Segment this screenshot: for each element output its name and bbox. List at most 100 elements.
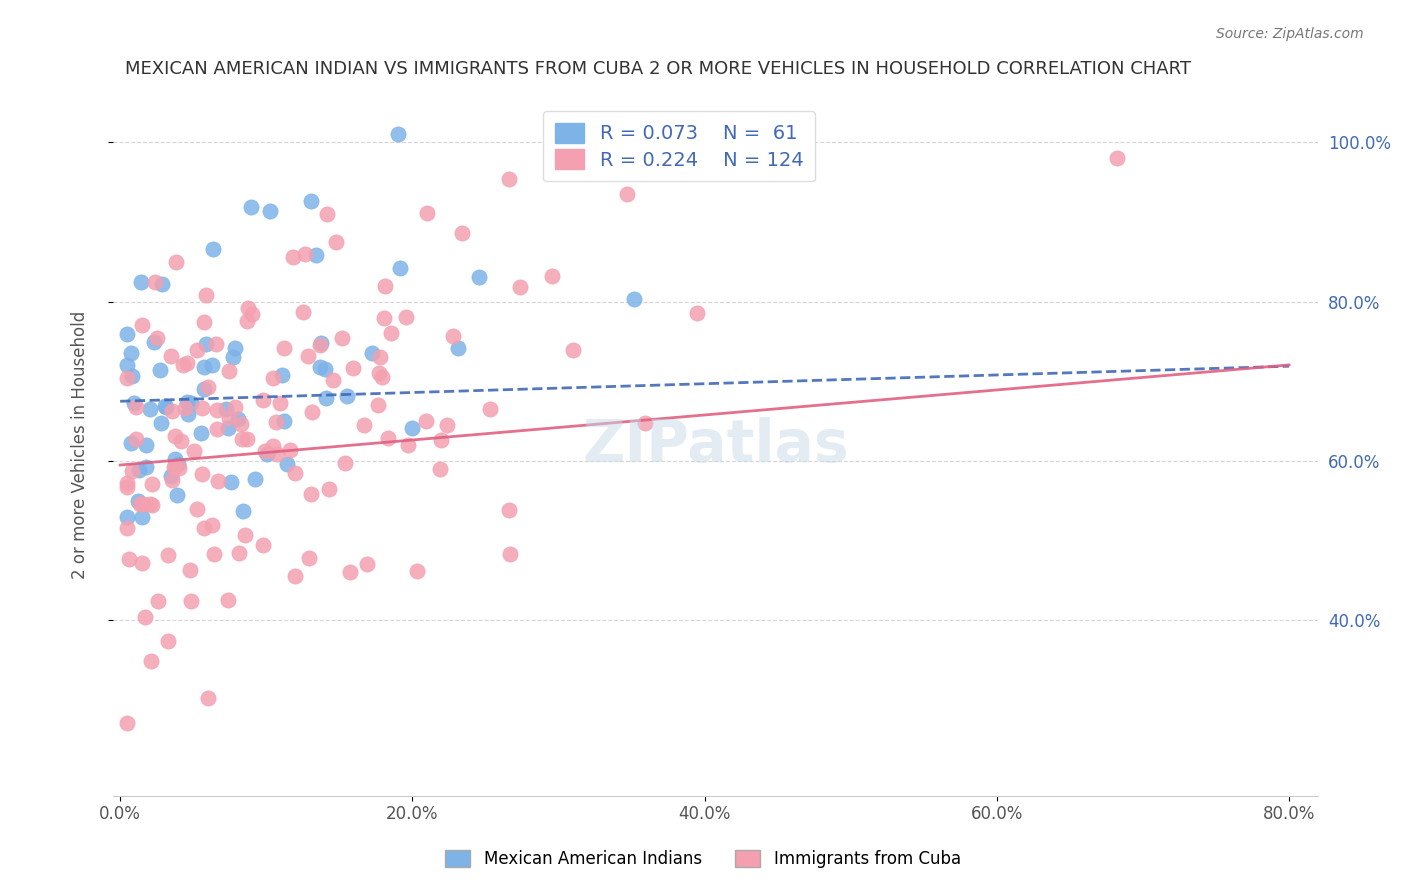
- Point: [117, 509, 139, 524]
- Point: [170, 434, 193, 448]
- Point: [155, 400, 177, 414]
- Point: [236, 313, 259, 327]
- Point: [276, 457, 298, 471]
- Point: [149, 363, 172, 377]
- Point: [232, 504, 254, 518]
- Point: [117, 358, 139, 372]
- Point: [124, 432, 146, 446]
- Point: [217, 592, 239, 607]
- Point: [215, 402, 238, 417]
- Point: [377, 431, 399, 445]
- Point: [229, 417, 252, 431]
- Point: [273, 414, 295, 428]
- Point: [226, 412, 249, 426]
- Point: [121, 368, 143, 383]
- Point: [388, 261, 411, 276]
- Point: [127, 494, 149, 508]
- Point: [174, 401, 197, 416]
- Point: [294, 247, 316, 261]
- Point: [194, 288, 217, 302]
- Point: [616, 187, 638, 202]
- Point: [305, 248, 328, 262]
- Point: [245, 472, 267, 486]
- Point: [498, 503, 520, 517]
- Point: [117, 371, 139, 385]
- Point: [190, 426, 212, 441]
- Point: [139, 497, 162, 511]
- Point: [253, 443, 276, 458]
- Point: [395, 310, 418, 325]
- Point: [252, 538, 274, 552]
- Point: [167, 461, 190, 475]
- Point: [150, 277, 173, 291]
- Point: [284, 569, 307, 583]
- Point: [117, 327, 139, 342]
- Point: [235, 432, 257, 446]
- Point: [401, 421, 423, 435]
- Point: [129, 497, 152, 511]
- Point: [309, 360, 332, 375]
- Point: [446, 341, 468, 355]
- Point: [441, 328, 464, 343]
- Point: [270, 368, 292, 382]
- Point: [165, 429, 187, 443]
- Point: [201, 518, 224, 533]
- Point: [139, 654, 162, 668]
- Point: [266, 447, 288, 461]
- Point: [430, 434, 453, 448]
- Point: [159, 469, 181, 483]
- Point: [131, 557, 153, 571]
- Text: Source: ZipAtlas.com: Source: ZipAtlas.com: [1216, 27, 1364, 41]
- Point: [201, 242, 224, 256]
- Point: [177, 407, 200, 421]
- Point: [540, 269, 562, 284]
- Point: [262, 439, 284, 453]
- Point: [183, 443, 205, 458]
- Point: [162, 403, 184, 417]
- Point: [415, 206, 437, 220]
- Point: [371, 370, 394, 384]
- Point: [195, 336, 218, 351]
- Point: [436, 418, 458, 433]
- Text: MEXICAN AMERICAN INDIAN VS IMMIGRANTS FROM CUBA 2 OR MORE VEHICLES IN HOUSEHOLD : MEXICAN AMERICAN INDIAN VS IMMIGRANTS FR…: [125, 60, 1191, 78]
- Point: [380, 326, 402, 340]
- Point: [163, 452, 186, 467]
- Point: [373, 310, 395, 325]
- Point: [218, 364, 240, 378]
- Point: [120, 346, 142, 360]
- Point: [339, 565, 361, 579]
- Point: [135, 438, 157, 452]
- Point: [374, 278, 396, 293]
- Point: [207, 475, 229, 489]
- Point: [336, 389, 359, 403]
- Point: [685, 306, 707, 320]
- Point: [299, 487, 322, 501]
- Point: [298, 550, 321, 565]
- Point: [370, 351, 392, 365]
- Point: [141, 477, 163, 491]
- Point: [281, 251, 304, 265]
- Point: [139, 402, 162, 417]
- Point: [121, 464, 143, 478]
- Point: [166, 488, 188, 502]
- Point: [429, 461, 451, 475]
- Point: [221, 350, 243, 364]
- Point: [117, 476, 139, 491]
- Point: [315, 391, 337, 405]
- Point: [356, 557, 378, 571]
- Point: [176, 356, 198, 370]
- Point: [132, 497, 155, 511]
- Point: [186, 343, 208, 357]
- Point: [204, 547, 226, 561]
- Point: [562, 343, 585, 357]
- Point: [180, 594, 202, 608]
- Point: [217, 421, 239, 435]
- Point: [451, 227, 474, 241]
- Point: [193, 359, 215, 374]
- Point: [205, 337, 228, 351]
- Point: [179, 563, 201, 577]
- Point: [124, 396, 146, 410]
- Legend: R = 0.073    N =  61, R = 0.224    N = 124: R = 0.073 N = 61, R = 0.224 N = 124: [544, 112, 815, 181]
- Point: [367, 398, 389, 412]
- Point: [118, 552, 141, 566]
